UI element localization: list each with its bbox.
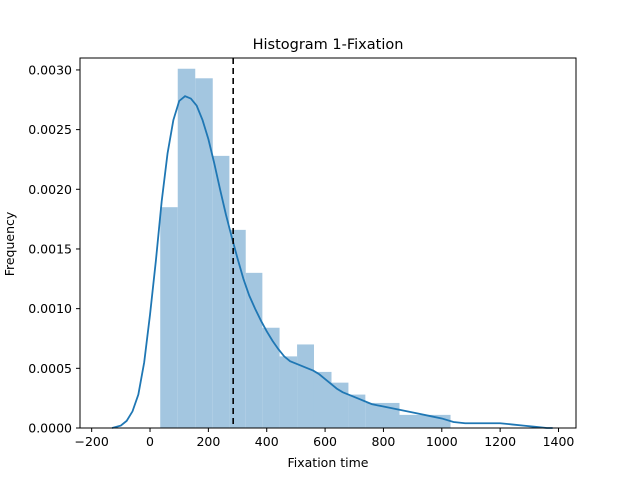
x-axis-title: Fixation time: [288, 455, 369, 470]
y-tick-label: 0.0010: [28, 301, 72, 316]
histogram-bar: [279, 356, 298, 428]
x-tick-label: 1000: [426, 434, 458, 449]
histogram-bar: [262, 327, 280, 428]
y-tick-label: 0.0000: [28, 421, 72, 436]
x-axis-ticks: −200 0 200 400 600 800 1000 1200 1400: [74, 428, 574, 449]
histogram-bar: [313, 371, 332, 428]
histogram-bar: [195, 78, 213, 429]
x-tick-label: 400: [255, 434, 279, 449]
histogram-bar: [160, 207, 178, 428]
histogram-bar: [245, 272, 263, 428]
y-tick-label: 0.0030: [28, 62, 72, 77]
x-tick-label: 800: [372, 434, 396, 449]
x-tick-label: −200: [74, 434, 108, 449]
plot-frame: [79, 57, 577, 429]
x-tick-label: 1400: [543, 434, 575, 449]
histogram-bar: [297, 344, 314, 428]
chart-title: Histogram 1-Fixation: [253, 37, 404, 53]
y-axis-title: Frequency: [2, 211, 17, 276]
kde-curve: [111, 95, 553, 429]
x-tick-label: 200: [196, 434, 220, 449]
histogram-bar: [212, 155, 230, 428]
histogram-bar: [331, 382, 349, 428]
y-tick-label: 0.0015: [28, 241, 72, 256]
histogram-bar: [348, 394, 366, 428]
y-tick-label: 0.0020: [28, 182, 72, 197]
x-tick-label: 600: [313, 434, 337, 449]
histogram-bar: [399, 414, 451, 428]
y-tick-label: 0.0005: [28, 361, 72, 376]
y-axis-ticks: 0.0000 0.0005 0.0010 0.0015 0.0020 0.0025 0.00…: [28, 62, 80, 436]
x-tick-label: 0: [146, 434, 154, 449]
x-tick-label: 1200: [484, 434, 516, 449]
histogram-bar: [177, 68, 196, 428]
y-tick-label: 0.0025: [28, 122, 72, 137]
